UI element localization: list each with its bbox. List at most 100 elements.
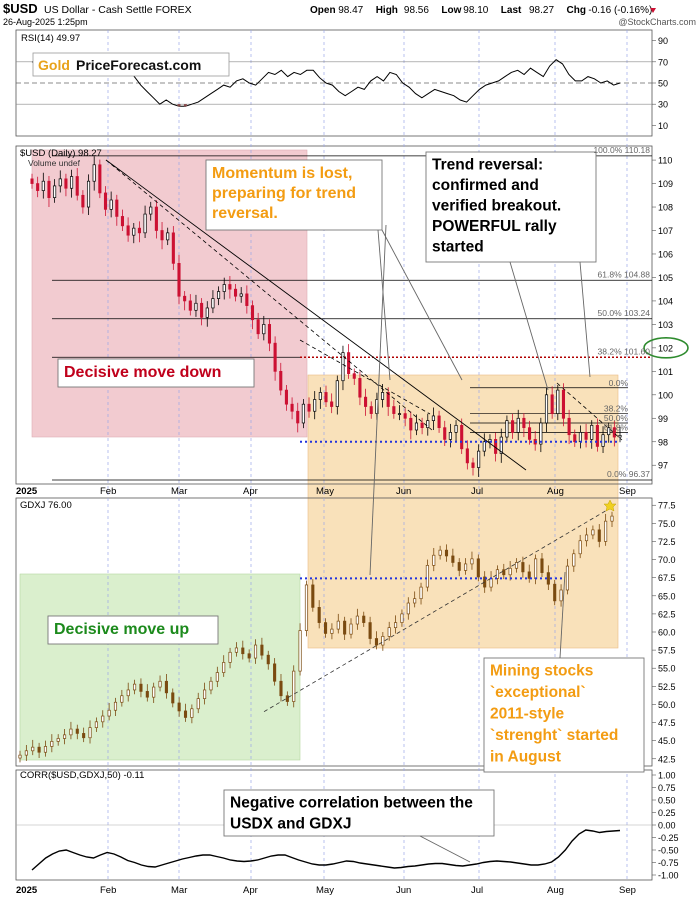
usd-candle-body	[341, 352, 345, 382]
gdxj-candle-body	[514, 562, 519, 569]
usd-tick-label: 110	[658, 156, 672, 166]
usd-candle-body	[347, 352, 351, 375]
brand-logo: Gold PriceForecast.com	[32, 52, 230, 77]
cor-x-label: Aug	[547, 885, 564, 896]
usd-candle	[273, 336, 277, 381]
usd-candle	[188, 294, 192, 316]
gdxj-candle	[425, 559, 429, 592]
cor-x-label: Feb	[100, 885, 116, 896]
usd-candle	[154, 200, 158, 239]
pointer-momentum-c	[369, 224, 387, 576]
gdx-tick-label: 52.5	[658, 682, 676, 692]
usd-candle-body	[550, 394, 554, 414]
usd-candle-body	[143, 213, 147, 234]
gdxj-candle	[266, 650, 270, 670]
usd-legend: Volume undef	[28, 158, 81, 168]
gdxj-candle-body	[546, 572, 550, 585]
usd-candle	[550, 386, 554, 419]
usd-candle	[612, 420, 616, 447]
pointer-corr	[419, 835, 471, 863]
gdxj-candle	[113, 697, 118, 717]
cor-x-label: Jun	[396, 885, 411, 896]
usd-candle-body	[81, 194, 85, 208]
gdxj-candle	[597, 524, 601, 548]
gdxj-candle	[31, 739, 35, 756]
gdxj-candle-body	[113, 701, 118, 711]
usd-candle	[41, 172, 45, 199]
usd-candle-body	[126, 225, 130, 236]
ohlc-label: Open	[310, 5, 336, 16]
gdxj-candle	[253, 639, 258, 664]
gdxj-candle	[215, 666, 219, 688]
usd-x-label: May	[316, 486, 334, 497]
usd-candle-body	[194, 302, 198, 311]
gdxj-candle-body	[101, 715, 105, 723]
gdxj-candle	[50, 734, 54, 753]
gdxj-candle	[228, 647, 232, 669]
gdx-tick-label: 75.0	[658, 519, 676, 529]
gdxj-candle-body	[610, 515, 614, 522]
consolidation-zone	[307, 374, 619, 649]
usd-candle	[527, 420, 532, 445]
gdxj-candle-body	[152, 686, 156, 698]
usd-candle-body	[414, 422, 419, 431]
annotation-decisive-up-box	[47, 615, 219, 645]
fib-label: 50.0% 103.24	[598, 308, 651, 318]
usd-candle-body	[397, 413, 402, 415]
gdxj-candle	[355, 608, 359, 630]
usd-candle	[64, 173, 68, 197]
usd-candle	[561, 383, 566, 427]
usd-tick-label: 106	[658, 249, 673, 259]
gdxj-candle-body	[476, 558, 480, 578]
usd-candle	[352, 368, 356, 385]
gdxj-candle-body	[50, 741, 54, 747]
cor-tick-label: -0.25	[658, 833, 679, 843]
usd-tick-label: 105	[658, 273, 673, 283]
usd-candle-body	[149, 206, 153, 215]
gdxj-candle	[381, 632, 385, 651]
usd-candle-body	[431, 415, 435, 421]
gdxj-candle	[145, 684, 149, 702]
gdxj-candle-body	[31, 746, 35, 752]
usd-title: $USD (Daily) 98.27	[20, 148, 102, 159]
ohlc-value: 98.56	[404, 5, 429, 16]
gdxj-candle-body	[317, 607, 321, 623]
usd-candle-body	[273, 342, 277, 372]
usd-candle	[403, 408, 407, 427]
usd-candle-body	[539, 422, 543, 445]
gdxj-candle-body	[139, 683, 143, 692]
usd-candle	[516, 409, 520, 441]
usd-candle	[499, 428, 503, 463]
usd-candle	[324, 385, 328, 408]
usd-candle	[437, 410, 441, 433]
ohlc-value: -0.16 (-0.16%)	[588, 5, 652, 16]
gdxj-candle	[451, 548, 455, 567]
usd-candle-body	[522, 417, 526, 429]
usd-candle	[544, 387, 549, 433]
usd-candle-body	[313, 399, 317, 412]
annotation-mining: Mining stocks `exceptional` 2011-style `str…	[483, 657, 645, 773]
usd-candle	[590, 420, 594, 449]
gdxj-candle	[285, 691, 289, 706]
usd-candle	[47, 176, 51, 208]
usd-candle-body	[335, 380, 339, 407]
usd-candle	[183, 291, 187, 311]
usd-candle	[115, 194, 119, 226]
cor-x-label: Sep	[619, 885, 636, 896]
gdxj-candle	[120, 689, 124, 707]
usd-candle-body	[364, 396, 368, 407]
usd-candle-body	[284, 389, 288, 405]
usd-candle-body	[499, 436, 503, 454]
usd-candle-body	[527, 427, 532, 440]
usd-candle	[488, 434, 492, 449]
gdxj-candle	[63, 729, 67, 745]
usd-candle-body	[392, 406, 396, 414]
fib-label: 100.0% 110.18	[593, 145, 650, 155]
gdxj-candle-body	[215, 672, 219, 682]
usd-candle	[284, 384, 288, 411]
cor-x-label: Mar	[171, 885, 187, 896]
usd-candle	[397, 405, 402, 421]
annotation-mining-line: `strenght` started	[490, 727, 618, 744]
gdxj-candle-body	[432, 554, 436, 566]
gdxj-candle	[559, 584, 563, 607]
